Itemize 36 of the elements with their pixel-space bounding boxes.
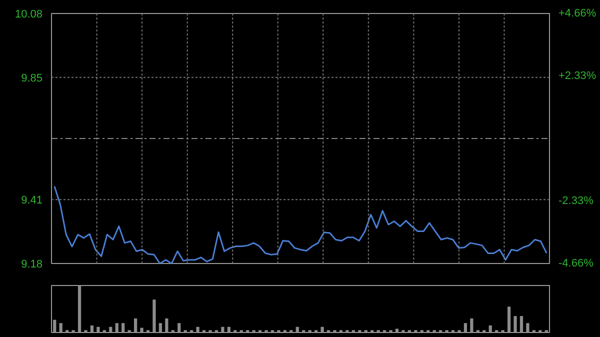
bar <box>158 323 162 332</box>
bar <box>165 318 168 332</box>
bar <box>221 326 224 332</box>
bar <box>115 323 118 332</box>
y2-tick-label: +2.33% <box>558 70 596 82</box>
bar <box>320 326 324 332</box>
y-tick-label: 9.85 <box>21 72 43 84</box>
bar <box>296 326 299 332</box>
bar <box>178 323 181 332</box>
bar <box>520 316 524 332</box>
bar <box>90 325 94 332</box>
bar <box>59 323 62 332</box>
y-tick-label: 9.18 <box>21 258 43 270</box>
bar <box>53 320 56 332</box>
bar <box>152 300 156 332</box>
bar <box>514 316 517 332</box>
bar <box>196 326 200 332</box>
bar <box>395 328 399 332</box>
bar <box>488 325 492 332</box>
y-tick-label: 10.08 <box>14 8 43 20</box>
y-tick-label: 9.41 <box>21 194 43 207</box>
y2-tick-label: -2.33% <box>558 195 594 207</box>
line-series <box>54 186 548 264</box>
bar <box>109 326 112 332</box>
bar <box>227 326 230 332</box>
bar <box>96 326 100 332</box>
bar <box>78 286 82 332</box>
bar <box>526 323 530 332</box>
bar <box>507 306 511 332</box>
bar <box>464 323 468 332</box>
bar <box>470 318 474 332</box>
y2-tick-label: +4.66% <box>558 8 596 20</box>
bar <box>140 328 144 332</box>
bar <box>122 323 125 332</box>
bar <box>134 318 138 332</box>
y2-tick-label: -4.66% <box>558 258 594 270</box>
